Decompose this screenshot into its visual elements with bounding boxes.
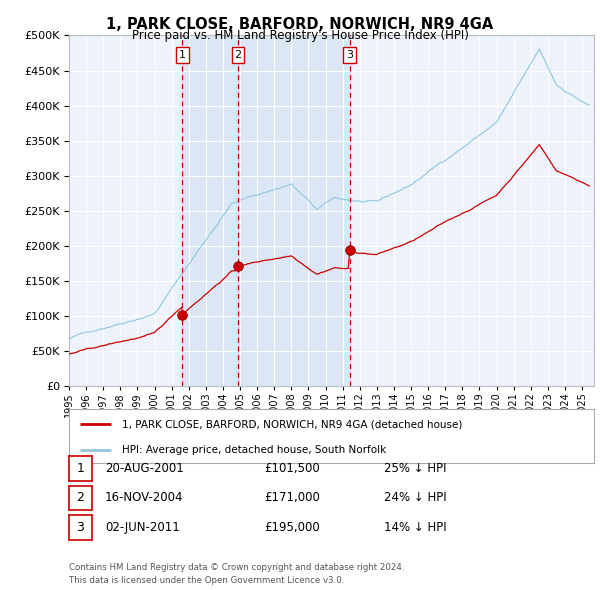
Text: 20-AUG-2001: 20-AUG-2001	[105, 462, 184, 475]
Text: 2: 2	[76, 491, 85, 504]
Text: HPI: Average price, detached house, South Norfolk: HPI: Average price, detached house, Sout…	[121, 445, 386, 454]
Text: £101,500: £101,500	[264, 462, 320, 475]
Text: 16-NOV-2004: 16-NOV-2004	[105, 491, 184, 504]
Text: Contains HM Land Registry data © Crown copyright and database right 2024.: Contains HM Land Registry data © Crown c…	[69, 563, 404, 572]
Text: 1: 1	[76, 462, 85, 475]
Text: £171,000: £171,000	[264, 491, 320, 504]
Text: Price paid vs. HM Land Registry's House Price Index (HPI): Price paid vs. HM Land Registry's House …	[131, 30, 469, 42]
Text: £195,000: £195,000	[264, 521, 320, 534]
Text: 14% ↓ HPI: 14% ↓ HPI	[384, 521, 446, 534]
Text: 24% ↓ HPI: 24% ↓ HPI	[384, 491, 446, 504]
Text: 1, PARK CLOSE, BARFORD, NORWICH, NR9 4GA: 1, PARK CLOSE, BARFORD, NORWICH, NR9 4GA	[106, 17, 494, 31]
Text: 1, PARK CLOSE, BARFORD, NORWICH, NR9 4GA (detached house): 1, PARK CLOSE, BARFORD, NORWICH, NR9 4GA…	[121, 419, 462, 429]
Text: 02-JUN-2011: 02-JUN-2011	[105, 521, 180, 534]
Text: 3: 3	[76, 521, 85, 534]
Text: This data is licensed under the Open Government Licence v3.0.: This data is licensed under the Open Gov…	[69, 576, 344, 585]
Text: 25% ↓ HPI: 25% ↓ HPI	[384, 462, 446, 475]
Text: 3: 3	[346, 50, 353, 60]
Bar	[238, 35, 350, 386]
Text: 1: 1	[179, 50, 186, 60]
Bar	[182, 35, 238, 386]
Text: 2: 2	[235, 50, 241, 60]
